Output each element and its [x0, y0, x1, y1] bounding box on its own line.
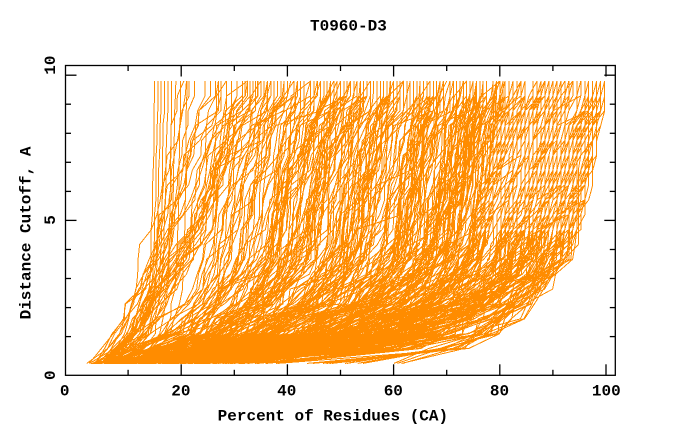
svg-text:100: 100	[592, 383, 621, 401]
svg-text:80: 80	[490, 383, 509, 401]
svg-text:Distance Cutoff, A: Distance Cutoff, A	[18, 146, 36, 319]
svg-text:Percent of Residues (CA): Percent of Residues (CA)	[218, 408, 448, 426]
svg-text:0: 0	[60, 383, 70, 401]
svg-text:40: 40	[277, 383, 296, 401]
svg-text:10: 10	[42, 55, 60, 74]
svg-text:5: 5	[42, 215, 60, 225]
svg-text:60: 60	[384, 383, 403, 401]
svg-text:0: 0	[42, 370, 60, 380]
svg-text:20: 20	[171, 383, 190, 401]
svg-text:T0960-D3: T0960-D3	[310, 17, 387, 35]
